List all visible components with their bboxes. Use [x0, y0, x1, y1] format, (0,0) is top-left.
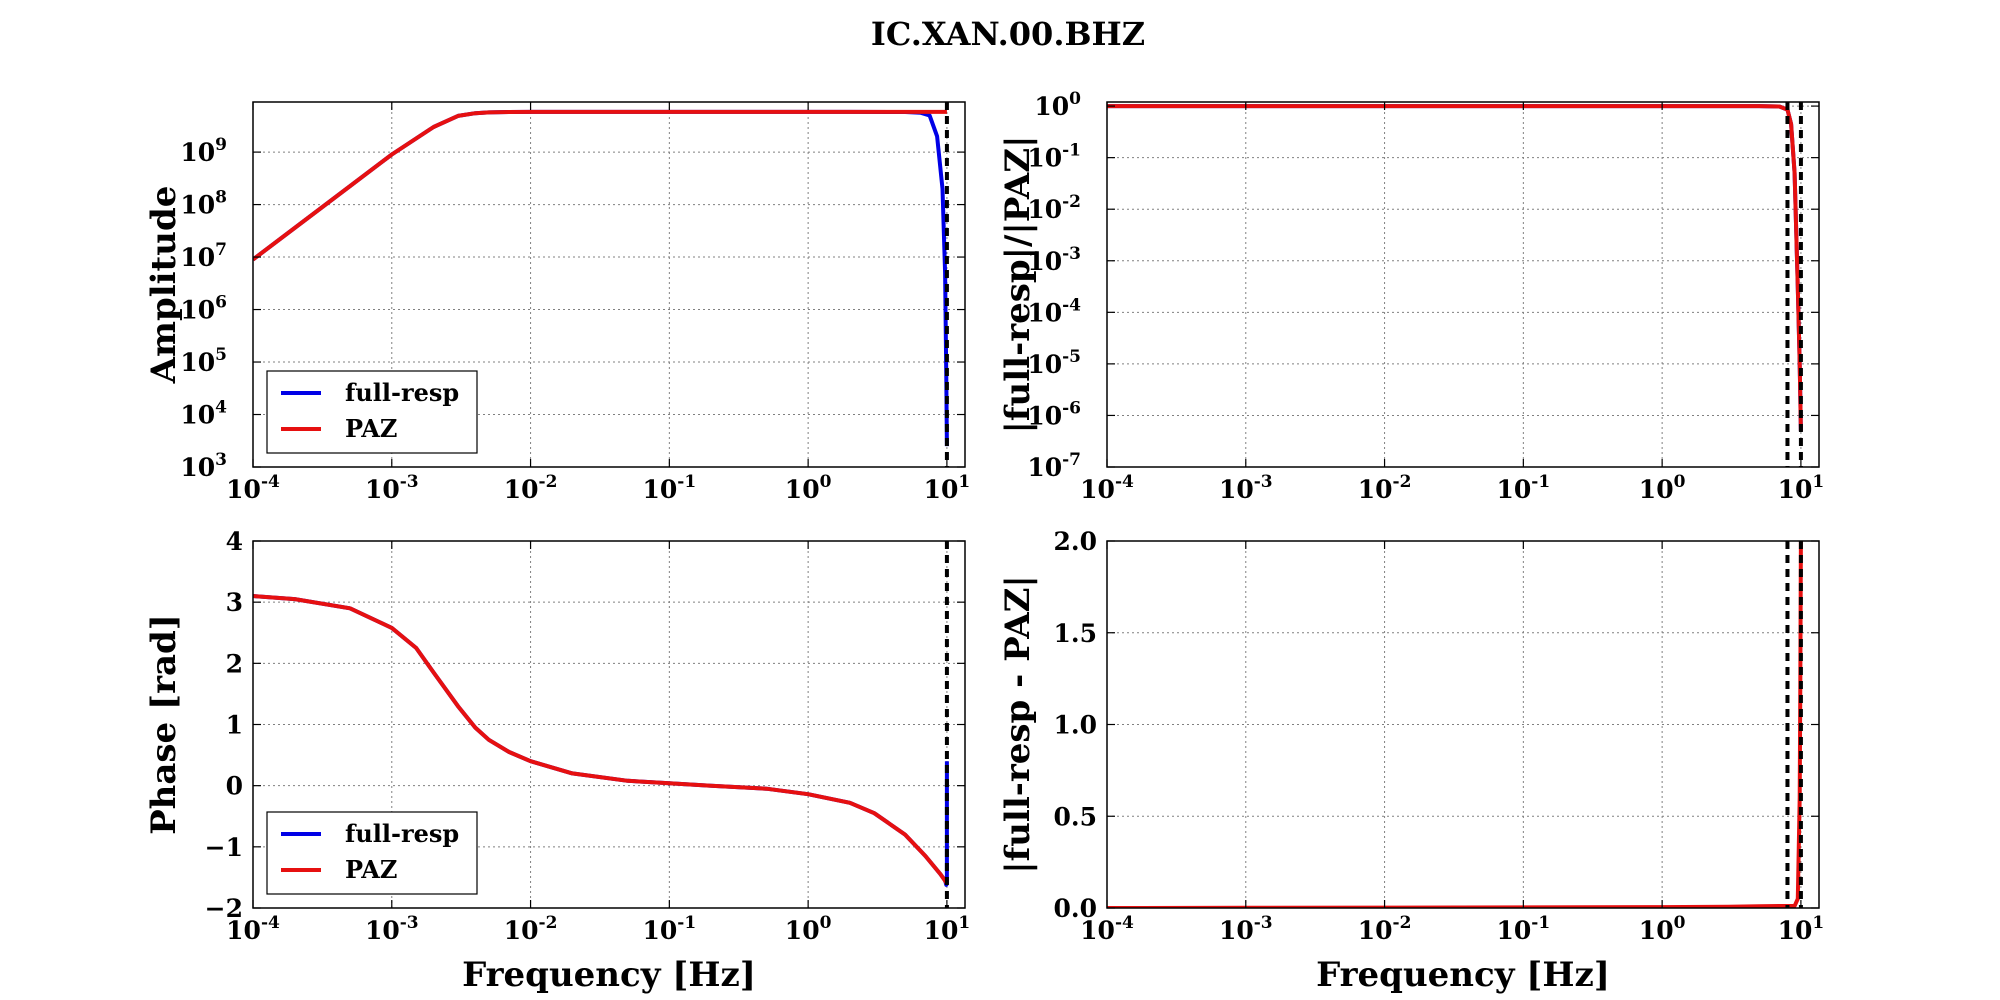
series-line-series-1 [1107, 104, 1803, 432]
y-tick-label: −2 [205, 894, 243, 923]
x-tick-label: 10-3 [365, 472, 419, 504]
legend-box [266, 811, 478, 895]
y-axis-label: |full-resp|/|PAZ| [998, 136, 1038, 434]
y-tick-label: 2.0 [1054, 527, 1098, 556]
y-tick-label: 10-1 [1027, 141, 1081, 173]
x-tick-label: 101 [924, 913, 971, 945]
legend-box [266, 370, 478, 454]
axes-frame [1106, 101, 1820, 468]
y-tick-label: 10-7 [1027, 450, 1081, 482]
y-tick-label: −1 [205, 833, 243, 862]
y-tick-label: 0.5 [1054, 802, 1098, 831]
x-tick-label: 10-3 [365, 913, 419, 945]
x-tick-label: 10-1 [643, 913, 697, 945]
y-tick-label: 107 [180, 240, 227, 272]
x-tick-label: 10-1 [1497, 913, 1551, 945]
x-tick-label: 10-2 [1358, 913, 1412, 945]
panel-amplitude: 10-4 10-3 10-2 10-1 100 101 103 104 105 106 107 108… [144, 101, 971, 504]
grid-amplitude-ratio [1107, 102, 1819, 467]
plot-area-phase [253, 541, 949, 908]
panel-phase: 10-4 10-3 10-2 10-1 100 101 −2 −1 0 1 2 3 4 Phase [ra… [144, 527, 970, 995]
x-tick-label: 10-4 [1080, 913, 1134, 945]
x-tick-label: 100 [1639, 472, 1686, 504]
x-tick-label: 10-4 [1080, 472, 1134, 504]
y-tick-label: 10-2 [1027, 192, 1081, 224]
y-tick-label: 103 [180, 450, 227, 482]
x-tick-label: 100 [1639, 913, 1686, 945]
y-tick-label: 1.5 [1054, 619, 1098, 648]
x-tick-label: 10-4 [226, 472, 280, 504]
x-tick-label: 101 [1778, 472, 1825, 504]
legend: full-resp PAZ [266, 370, 478, 454]
panel-amplitude-ratio: 10-4 10-3 10-2 10-1 100 101 10-7 10-6 10-5 10-4 10… [998, 89, 1824, 504]
legend-label-full-resp: full-resp [345, 378, 459, 407]
y-tick-label: 10-4 [1027, 295, 1081, 327]
x-axis-label: Frequency [Hz] [1316, 955, 1610, 995]
x-tick-label: 101 [924, 472, 971, 504]
x-tick-label: 10-2 [1358, 472, 1412, 504]
y-tick-label: 1 [226, 711, 243, 740]
y-axis-label: |full-resp - PAZ| [998, 575, 1038, 874]
y-tick-label: 1.0 [1054, 711, 1098, 740]
plot-area-amplitude [253, 102, 949, 467]
y-tick-label: 10-6 [1027, 398, 1081, 430]
x-tick-label: 10-2 [504, 472, 558, 504]
y-axis-label: Phase [rad] [144, 614, 184, 835]
plot-area-amplitude-ratio [1107, 102, 1803, 467]
x-tick-label: 100 [785, 472, 832, 504]
series-line-PAZ [253, 109, 947, 262]
x-tick-label: 10-1 [643, 472, 697, 504]
y-tick-label: 100 [1034, 89, 1081, 121]
series-line-series-0 [1107, 104, 1803, 432]
legend: full-resp PAZ [266, 811, 478, 895]
y-axis-label: Amplitude [144, 186, 184, 385]
y-tick-label: 2 [226, 649, 243, 678]
y-tick-label: 10-5 [1027, 347, 1081, 379]
axes-frame [252, 101, 966, 468]
panel-amplitude-diff: 10-4 10-3 10-2 10-1 100 101 0.0 0.5 1.0 1.5 2.0 |fu… [998, 527, 1824, 995]
x-tick-label: 101 [1778, 913, 1825, 945]
series-line-PAZ [253, 594, 949, 885]
grid-amplitude [253, 102, 965, 467]
legend-label-full-resp: full-resp [345, 819, 459, 848]
y-tick-label: 4 [226, 527, 243, 556]
y-tick-label: 106 [180, 293, 227, 325]
x-axis-label: Frequency [Hz] [462, 955, 756, 995]
y-tick-label: 0 [226, 772, 243, 801]
y-tick-label: 104 [180, 398, 227, 430]
y-tick-label: 3 [226, 588, 243, 617]
x-tick-label: 10-2 [504, 913, 558, 945]
y-tick-label: 10-3 [1027, 244, 1081, 276]
x-tick-label: 10-1 [1497, 472, 1551, 504]
x-tick-label: 100 [785, 913, 832, 945]
y-tick-label: 109 [180, 135, 227, 167]
figure-title: IC.XAN.00.BHZ [871, 15, 1145, 53]
y-tick-label: 105 [180, 345, 227, 377]
x-tick-label: 10-4 [226, 913, 280, 945]
grid-amplitude-diff [1107, 541, 1819, 908]
y-tick-label: 0.0 [1054, 894, 1098, 923]
x-tick-label: 10-3 [1219, 913, 1273, 945]
legend-label-PAZ: PAZ [345, 855, 397, 884]
y-tick-label: 108 [180, 188, 227, 220]
x-tick-label: 10-3 [1219, 472, 1273, 504]
legend-label-PAZ: PAZ [345, 414, 397, 443]
